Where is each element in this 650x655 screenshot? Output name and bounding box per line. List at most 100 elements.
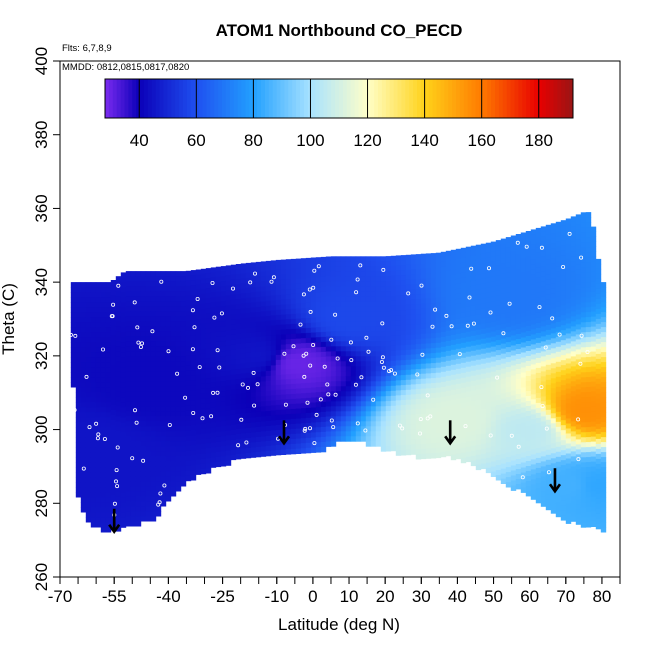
heatmap-cell xyxy=(361,331,366,336)
heatmap-cell xyxy=(171,476,176,481)
heatmap-cell xyxy=(521,253,526,258)
heatmap-cell xyxy=(106,457,111,462)
heatmap-cell xyxy=(266,426,271,431)
heatmap-cell xyxy=(601,502,606,507)
heatmap-cell xyxy=(381,311,386,316)
heatmap-cell xyxy=(136,431,141,436)
heatmap-cell xyxy=(526,396,531,401)
heatmap-cell xyxy=(281,360,286,365)
heatmap-cell xyxy=(561,460,566,465)
heatmap-cell xyxy=(436,358,441,363)
heatmap-cell xyxy=(131,361,136,366)
heatmap-cell xyxy=(446,306,451,311)
heatmap-cell xyxy=(376,371,381,376)
heatmap-cell xyxy=(546,270,551,275)
heatmap-cell xyxy=(81,432,86,437)
heatmap-cell xyxy=(431,423,436,428)
heatmap-cell xyxy=(386,281,391,286)
heatmap-cell xyxy=(256,422,261,427)
heatmap-cell xyxy=(366,431,371,436)
heatmap-cell xyxy=(541,441,546,446)
heatmap-cell xyxy=(176,411,181,416)
heatmap-cell xyxy=(471,431,476,436)
heatmap-cell xyxy=(431,438,436,443)
heatmap-cell xyxy=(556,507,561,512)
heatmap-cell xyxy=(586,387,591,392)
heatmap-cell xyxy=(371,386,376,391)
heatmap-cell xyxy=(341,266,346,271)
heatmap-cell xyxy=(556,247,561,252)
heatmap-cell xyxy=(386,286,391,291)
heatmap-cell xyxy=(591,437,596,442)
heatmap-cell xyxy=(511,241,516,246)
heatmap-cell xyxy=(506,367,511,372)
heatmap-cell xyxy=(221,341,226,346)
heatmap-cell xyxy=(91,467,96,472)
heatmap-cell xyxy=(461,333,466,338)
heatmap-cell xyxy=(361,381,366,386)
heatmap-cell xyxy=(261,381,266,386)
heatmap-cell xyxy=(601,512,606,517)
heatmap-cell xyxy=(531,249,536,254)
heatmap-field xyxy=(71,212,606,532)
heatmap-cell xyxy=(591,417,596,422)
heatmap-cell xyxy=(301,283,306,288)
flights-label: Flts: 6,7,8,9 xyxy=(62,43,112,54)
heatmap-cell xyxy=(466,452,471,457)
heatmap-cell xyxy=(101,332,106,337)
heatmap-cell xyxy=(556,357,561,362)
heatmap-cell xyxy=(91,327,96,332)
heatmap-cell xyxy=(181,346,186,351)
heatmap-cell xyxy=(546,410,551,415)
heatmap-cell xyxy=(491,347,496,352)
heatmap-cell xyxy=(386,256,391,261)
heatmap-cell xyxy=(396,335,401,340)
heatmap-cell xyxy=(591,407,596,412)
heatmap-cell xyxy=(181,331,186,336)
heatmap-cell xyxy=(556,442,561,447)
heatmap-cell xyxy=(371,351,376,356)
heatmap-cell xyxy=(446,346,451,351)
heatmap-cell xyxy=(491,352,496,357)
heatmap-cell xyxy=(71,372,76,377)
heatmap-cell xyxy=(511,476,516,481)
heatmap-cell xyxy=(506,307,511,312)
heatmap-cell xyxy=(326,317,331,322)
heatmap-cell xyxy=(461,348,466,353)
heatmap-cell xyxy=(341,416,346,421)
heatmap-cell xyxy=(416,314,421,319)
heatmap-cell xyxy=(146,421,151,426)
heatmap-cell xyxy=(436,253,441,258)
heatmap-cell xyxy=(576,354,581,359)
heatmap-cell xyxy=(86,322,91,327)
heatmap-cell xyxy=(266,261,271,266)
heatmap-cell xyxy=(436,398,441,403)
heatmap-cell xyxy=(211,307,216,312)
heatmap-cell xyxy=(581,397,586,402)
heatmap-cell xyxy=(531,264,536,269)
heatmap-cell xyxy=(261,336,266,341)
heatmap-cell xyxy=(206,328,211,333)
heatmap-cell xyxy=(486,328,491,333)
colorbar-segment xyxy=(152,79,156,118)
heatmap-cell xyxy=(561,325,566,330)
heatmap-cell xyxy=(276,425,281,430)
heatmap-cell xyxy=(386,416,391,421)
heatmap-cell xyxy=(561,345,566,350)
heatmap-cell xyxy=(541,371,546,376)
heatmap-cell xyxy=(541,261,546,266)
heatmap-cell xyxy=(201,274,206,279)
heatmap-cell xyxy=(421,454,426,459)
heatmap-cell xyxy=(341,431,346,436)
heatmap-cell xyxy=(131,506,136,511)
heatmap-cell xyxy=(336,291,341,296)
heatmap-cell xyxy=(591,307,596,312)
heatmap-cell xyxy=(421,334,426,339)
heatmap-cell xyxy=(271,315,276,320)
heatmap-cell xyxy=(296,409,301,414)
heatmap-cell xyxy=(226,405,231,410)
heatmap-cell xyxy=(496,465,501,470)
heatmap-cell xyxy=(241,303,246,308)
heatmap-cell xyxy=(146,476,151,481)
heatmap-cell xyxy=(596,404,601,409)
